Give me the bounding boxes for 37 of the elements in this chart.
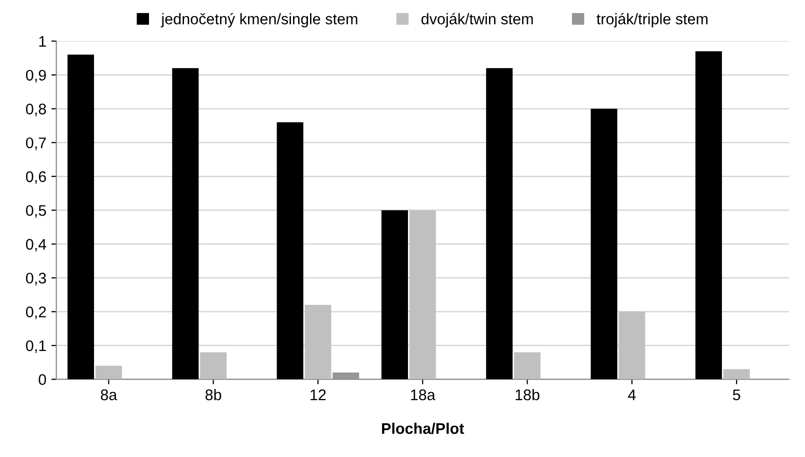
y-tick-label: 0,6	[26, 171, 46, 184]
bar	[95, 366, 122, 380]
y-tick-label: 0,9	[26, 70, 46, 82]
x-tick-label: 4	[628, 390, 636, 400]
legend-label: troják/triple stem	[596, 12, 708, 28]
y-tick-label: 0,8	[26, 104, 46, 116]
y-tick-label: 0,5	[26, 205, 46, 218]
bar	[514, 352, 541, 380]
y-tick-label: 0	[38, 374, 46, 385]
bar	[723, 369, 750, 380]
bar	[276, 122, 304, 380]
x-tick-label: 12	[310, 389, 326, 400]
y-tick-label: 1	[39, 36, 46, 47]
bar	[172, 68, 199, 380]
bar	[332, 372, 360, 380]
y-tick-label: 0,1	[26, 340, 46, 353]
bar	[68, 54, 94, 380]
legend-label: jednočetný kmen/single stem	[160, 12, 358, 28]
bar	[200, 352, 227, 380]
x-tick-label: 8a	[100, 389, 118, 400]
y-tick-label: 0,7	[26, 137, 46, 150]
x-tick-label: 18b	[516, 389, 540, 400]
bar	[304, 304, 332, 380]
bar	[618, 312, 646, 380]
x-tick-label: 5	[732, 390, 740, 400]
legend-label: dvoják/twin stem	[422, 12, 533, 28]
bar	[381, 210, 408, 380]
x-tick-label: 8b	[205, 389, 222, 400]
bar	[590, 108, 618, 380]
y-tick-label: 0,3	[26, 272, 46, 286]
x-tick-label: 18a	[411, 389, 436, 400]
y-tick-label: 0,2	[26, 306, 46, 320]
bar	[409, 210, 436, 380]
y-tick-label: 0,4	[26, 238, 46, 252]
x-axis-title: Plocha/Plot	[382, 422, 464, 434]
bar	[486, 68, 513, 380]
bar	[695, 51, 722, 380]
